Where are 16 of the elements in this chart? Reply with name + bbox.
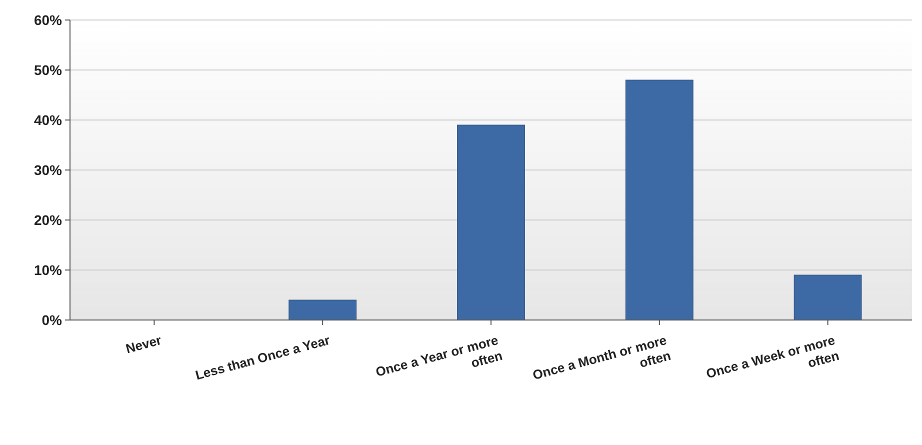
y-tick-label: 0% (42, 312, 63, 328)
y-tick-label: 10% (34, 262, 63, 278)
x-tick-label: Once a Year or more often (374, 332, 504, 380)
y-tick-label: 30% (34, 162, 63, 178)
x-tick-label: Never (124, 332, 163, 356)
bar (288, 300, 357, 320)
y-tick-label: 50% (34, 62, 63, 78)
bar (625, 80, 694, 320)
x-tick-label: Once a Month or more often (531, 332, 672, 383)
bar (457, 124, 525, 320)
y-tick-label: 40% (34, 112, 63, 128)
bar (794, 274, 862, 320)
y-tick-label: 20% (34, 212, 63, 228)
x-tick-label: Once a Week or more often (704, 332, 841, 382)
y-tick-label: 60% (34, 12, 63, 28)
x-tick-label: Less than Once a Year (194, 332, 332, 383)
